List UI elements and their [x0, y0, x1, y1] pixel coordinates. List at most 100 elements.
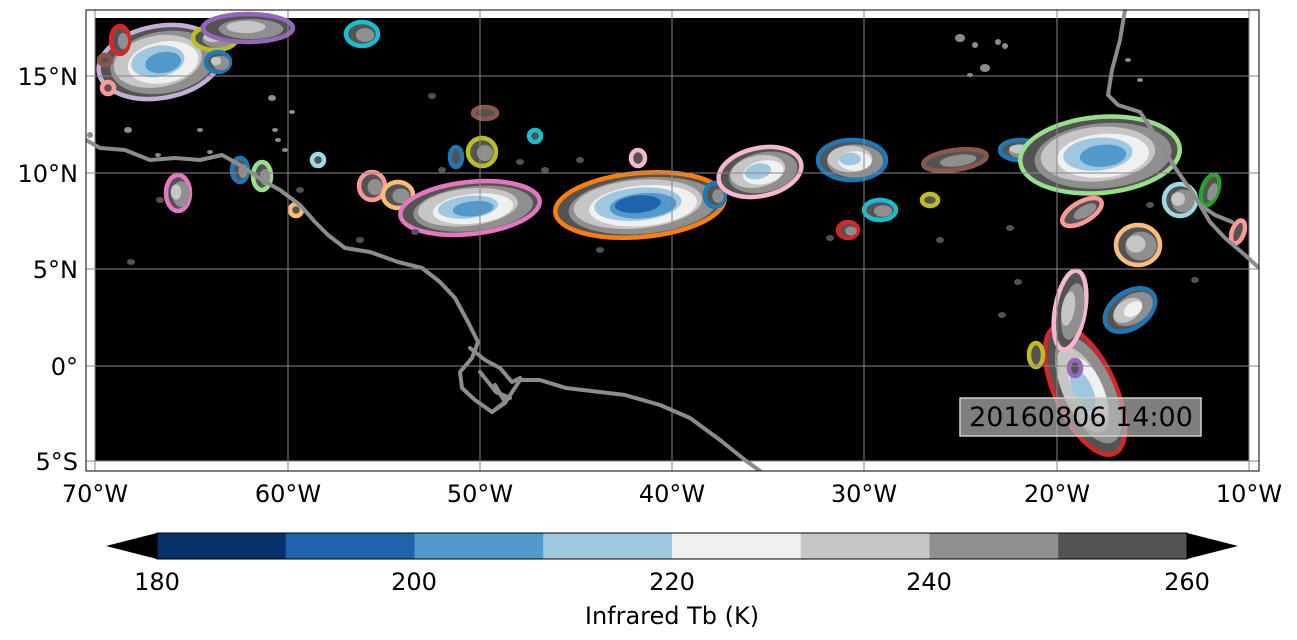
cloud-speck	[576, 157, 584, 163]
colorbar-frame	[156, 532, 1188, 560]
cloud-system	[1051, 268, 1089, 352]
colorbar-segment	[414, 533, 544, 559]
cloud-outline	[96, 52, 114, 68]
cloud-contour	[170, 184, 182, 200]
cloud-system	[203, 49, 233, 75]
cloud-speck	[1146, 202, 1154, 208]
coastline-path	[86, 138, 762, 471]
cloud-system	[1102, 285, 1158, 335]
cloud-speck	[1006, 225, 1014, 231]
cloud-contour	[392, 188, 410, 204]
cloud-system	[835, 219, 861, 241]
cloud-contour	[117, 32, 129, 50]
cloud-contour	[226, 20, 266, 34]
cloud-contour	[476, 144, 494, 162]
colorbar-extend-max	[1187, 533, 1238, 559]
cloud-contour	[210, 56, 222, 66]
cloud-system	[200, 11, 296, 45]
colorbar-segment	[800, 533, 930, 559]
cloud-contour	[1079, 144, 1127, 167]
cloud-speck	[998, 312, 1006, 318]
cloud-system	[702, 180, 728, 210]
colorbar-segment	[1058, 533, 1188, 559]
cloud-contour	[1126, 235, 1146, 253]
cloud-system	[163, 172, 193, 214]
cloud-speck	[936, 237, 944, 243]
island-shape	[1137, 78, 1143, 82]
cloud-system	[919, 191, 941, 209]
cloud-contour	[873, 205, 893, 217]
colorbar-tick-label: 260	[1164, 568, 1210, 596]
coastline-path	[1106, 10, 1259, 270]
cloud-system	[1060, 195, 1104, 229]
cloud-system	[309, 151, 327, 169]
cloud-speck	[411, 229, 419, 235]
gridlines	[86, 10, 1259, 471]
cloud-system	[553, 170, 727, 240]
cloud-system	[526, 127, 544, 145]
cloud-contour	[939, 154, 977, 167]
y-tick-label: 15°N	[18, 63, 79, 91]
island-shape	[289, 110, 295, 114]
cloud-outline	[1066, 357, 1084, 379]
colorbar-tick-label: 220	[649, 568, 695, 596]
cloud-system	[96, 52, 114, 68]
island-shape	[197, 128, 203, 132]
cloud-contour	[1171, 192, 1185, 206]
cloud-outline	[628, 147, 648, 169]
cloud-system	[1026, 340, 1046, 370]
x-tick-label: 40°W	[639, 480, 705, 508]
cloud-speck	[296, 187, 304, 193]
cloud-outline	[447, 144, 465, 170]
colorbar-segments	[157, 533, 1188, 559]
cloud-speck	[1014, 279, 1022, 285]
cloud-system	[99, 79, 117, 97]
colorbar-tick-label: 180	[134, 568, 180, 596]
cloud-system	[1113, 222, 1163, 268]
x-tick-label: 70°W	[62, 480, 128, 508]
y-axis-labels: 15°N 10°N 5°N 0° 5°S	[18, 63, 79, 476]
cloud-speck	[826, 235, 834, 241]
x-tick-label: 50°W	[447, 480, 513, 508]
x-tick-label: 10°W	[1216, 480, 1282, 508]
cloud-outline	[470, 104, 500, 122]
island-shape	[1125, 58, 1131, 62]
cloud-contour	[1073, 203, 1097, 220]
cloud-system	[815, 137, 889, 183]
colorbar-tick-label: 200	[391, 568, 437, 596]
y-tick-label: 5°N	[33, 256, 78, 284]
cloud-system	[716, 144, 804, 200]
island-shape	[995, 39, 1001, 45]
x-tick-label: 30°W	[831, 480, 897, 508]
island-shape	[87, 132, 93, 138]
island-shape	[275, 138, 281, 142]
y-tick-label: 5°S	[35, 448, 78, 476]
cloud-system	[447, 144, 465, 170]
cloud-speck	[596, 247, 604, 253]
coastline-path	[490, 383, 507, 414]
cloud-system	[1017, 114, 1183, 196]
cloud-speck	[516, 159, 524, 165]
cloud-system	[921, 146, 989, 174]
cloud-outline	[99, 79, 117, 97]
cloud-speck	[1191, 277, 1199, 283]
cloud-system	[861, 197, 899, 223]
coastline-path	[478, 370, 512, 400]
colorbar-segment	[543, 533, 673, 559]
cloud-speck	[356, 237, 364, 243]
island-shape	[980, 64, 990, 72]
x-tick-label: 60°W	[255, 480, 321, 508]
island-shape	[972, 42, 978, 48]
cloud-contour	[839, 152, 861, 166]
coastlines	[86, 10, 1259, 471]
map-panel: 20160806 14:00	[85, 9, 1260, 472]
cloud-system	[1066, 357, 1084, 379]
cloud-contour	[1123, 301, 1143, 318]
x-axis-labels: 70°W 60°W 50°W 40°W 30°W 20°W 10°W	[62, 480, 1282, 508]
cloud-system	[108, 23, 132, 57]
cloud-system	[470, 104, 500, 122]
colorbar-label: Infrared Tb (K)	[585, 602, 759, 630]
coastline-path	[1198, 203, 1234, 224]
cloud-system	[465, 135, 499, 169]
cloud-contour	[712, 189, 724, 203]
